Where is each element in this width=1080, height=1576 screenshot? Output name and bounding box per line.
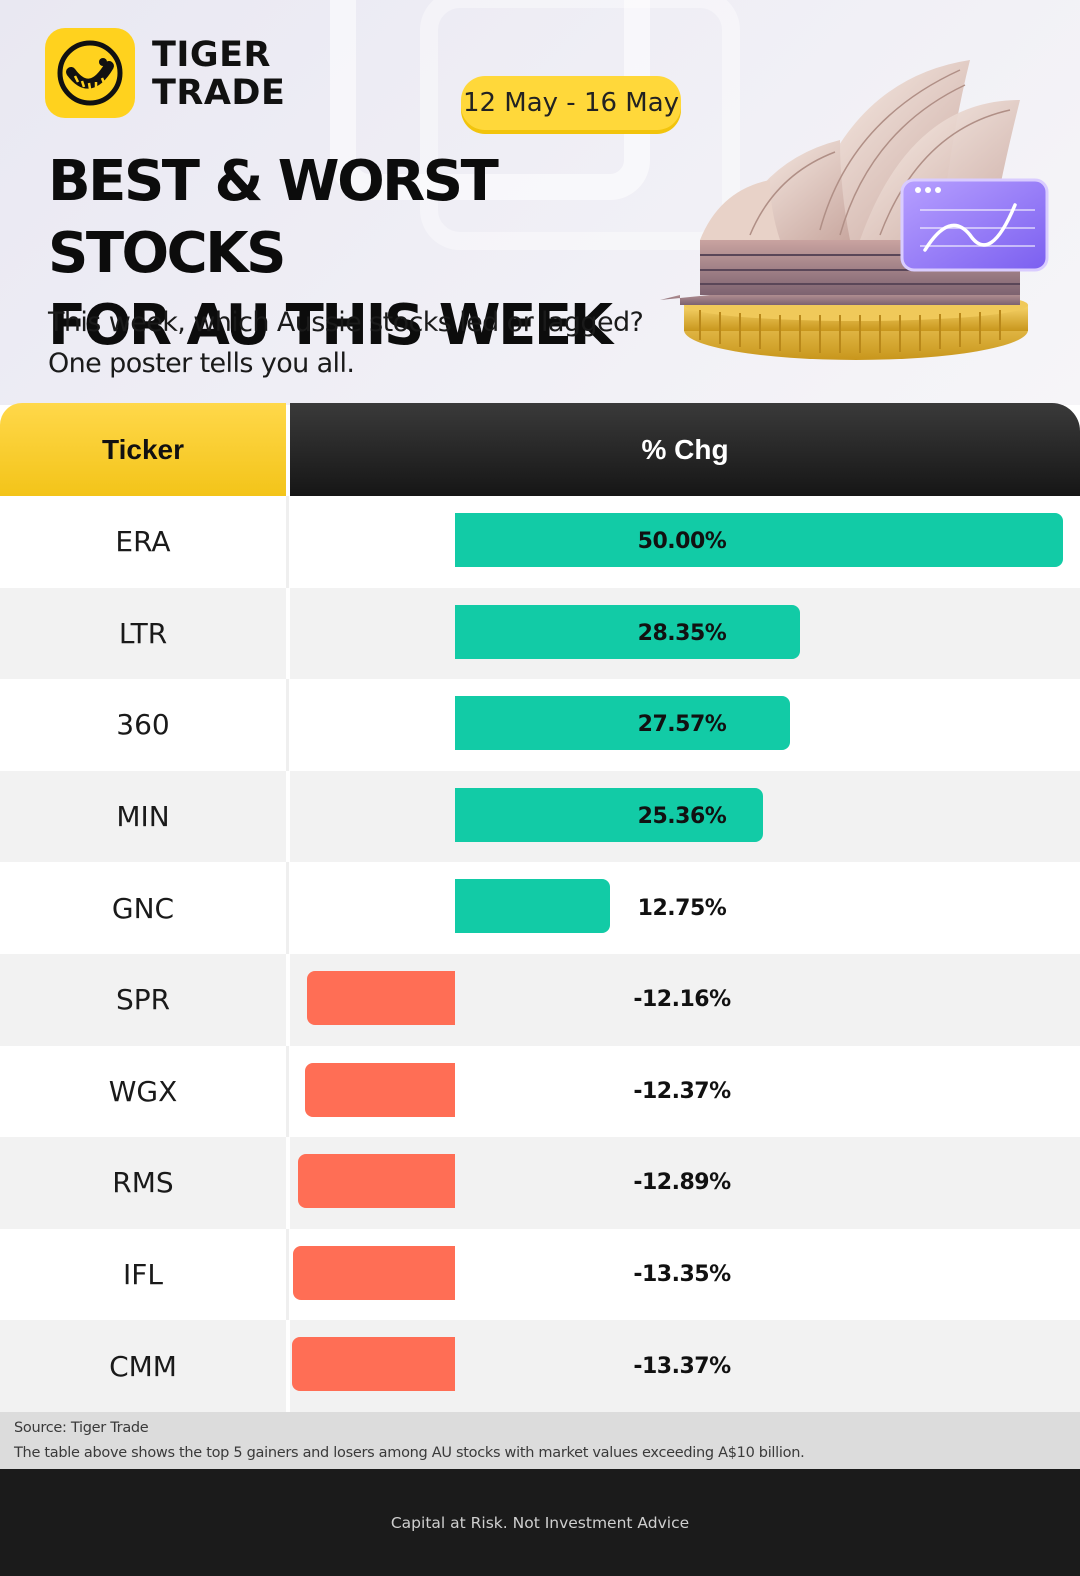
ticker-label: MIN: [116, 800, 170, 834]
ticker-label: 360: [116, 708, 170, 742]
table-row: ERA 50.00%: [0, 496, 1080, 588]
table-row: SPR -12.16%: [0, 953, 1080, 1046]
subtitle-line-2: One poster tells you all.: [48, 348, 355, 379]
column-header-ticker: Ticker: [0, 403, 286, 496]
column-divider: [286, 1228, 289, 1321]
loss-bar: [307, 970, 455, 1025]
change-value-label: -13.37%: [633, 1353, 731, 1379]
column-divider: [286, 953, 290, 1046]
ticker-label: RMS: [112, 1166, 174, 1200]
ticker-label: ERA: [115, 525, 171, 559]
source-note: Source: Tiger Trade The table above show…: [0, 1412, 1080, 1469]
column-divider: [286, 770, 290, 863]
change-value-label: 50.00%: [637, 529, 727, 555]
brand-wordmark: TIGER TRADE: [152, 36, 285, 112]
title-line-1: BEST & WORST STOCKS: [48, 149, 499, 286]
brand-line-2: TRADE: [152, 73, 286, 113]
page-subtitle: This week, which Aussie stocks led or la…: [48, 302, 688, 384]
ticker-label: SPR: [115, 983, 171, 1017]
background-frame-shape: [420, 0, 740, 250]
change-value-label: 27.57%: [637, 712, 727, 738]
column-divider: [286, 679, 289, 771]
column-divider: [286, 1320, 290, 1412]
subtitle-line-1: This week, which Aussie stocks led or la…: [48, 307, 644, 338]
gain-bar: [455, 787, 764, 842]
brand-line-1: TIGER: [152, 35, 271, 75]
tiger-logo-icon: [45, 28, 135, 118]
ticker-label: CMM: [109, 1349, 177, 1383]
source-line: Source: Tiger Trade: [14, 1420, 149, 1436]
date-range-badge: 12 May - 16 May: [461, 76, 681, 130]
column-header-change: % Chg: [290, 403, 1080, 496]
table-row: GNC 12.75%: [0, 862, 1080, 954]
loss-bar: [304, 1062, 455, 1117]
gain-bar: [455, 513, 1063, 567]
change-value-label: -12.16%: [633, 987, 731, 1013]
column-divider: [286, 862, 289, 954]
change-value-label: 28.35%: [637, 620, 727, 646]
table-row: WGX -12.37%: [0, 1045, 1080, 1138]
column-divider: [286, 496, 289, 588]
table-row: MIN 25.36%: [0, 770, 1080, 863]
table-row: IFL -13.35%: [0, 1228, 1080, 1321]
sydney-opera-house-illustration: [660, 60, 1049, 360]
page-title: BEST & WORST STOCKS FOR AU THIS WEEK: [48, 146, 708, 362]
stock-change-table: ERA 50.00% LTR 28.35% 360 27.57% MIN 25.36% GNC 1…: [0, 496, 1080, 1412]
disclaimer-footer: Capital at Risk. Not Investment Advice: [0, 1469, 1080, 1576]
table-row: RMS -12.89%: [0, 1137, 1080, 1229]
table-header: Ticker % Chg: [0, 403, 1080, 496]
gain-bar: [455, 696, 791, 751]
table-row: LTR 28.35%: [0, 587, 1080, 680]
ticker-label: GNC: [111, 891, 175, 925]
gain-bar: [455, 879, 611, 934]
ticker-label: IFL: [123, 1258, 163, 1292]
column-divider: [286, 587, 290, 680]
change-value-label: -13.35%: [633, 1262, 731, 1288]
title-line-2: FOR AU THIS WEEK: [48, 293, 613, 358]
change-value-label: 12.75%: [637, 895, 727, 921]
change-value-label: 25.36%: [637, 804, 727, 830]
table-row: 360 27.57%: [0, 679, 1080, 771]
methodology-note: The table above shows the top 5 gainers …: [14, 1445, 805, 1461]
column-divider: [286, 1045, 289, 1138]
change-value-label: -12.89%: [633, 1170, 731, 1196]
change-value-label: -12.37%: [633, 1078, 731, 1104]
loss-bar: [292, 1245, 455, 1300]
loss-bar: [298, 1154, 455, 1209]
loss-bar: [292, 1337, 455, 1392]
background-frame-shape: [330, 0, 650, 200]
column-divider: [286, 1137, 290, 1229]
gain-bar: [455, 604, 800, 659]
ticker-label: LTR: [118, 616, 168, 650]
table-row: CMM -13.37%: [0, 1320, 1080, 1412]
hero-banner: TIGER TRADE 12 May - 16 May BEST & WORST…: [0, 0, 1080, 405]
ticker-label: WGX: [108, 1074, 178, 1108]
